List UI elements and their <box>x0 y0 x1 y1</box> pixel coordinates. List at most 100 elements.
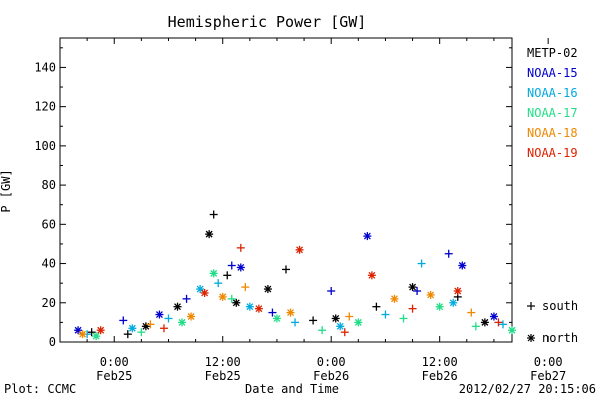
data-point-north <box>245 302 254 311</box>
data-point-north <box>236 263 245 272</box>
data-point-north <box>367 271 376 280</box>
symbol-key-label: south <box>542 299 578 313</box>
x-tick-time-label: 0:00 <box>317 355 346 369</box>
data-point-north <box>336 322 345 331</box>
data-point-north <box>480 318 489 327</box>
x-tick-time-label: 12:00 <box>205 355 241 369</box>
data-point-south <box>498 320 507 329</box>
x-tick-date-label: Feb25 <box>205 369 241 383</box>
symbol-key-label: north <box>542 331 578 345</box>
data-point-north <box>489 312 498 321</box>
y-tick-label: 140 <box>34 60 56 74</box>
data-point-north <box>205 230 214 239</box>
north-symbol-icon <box>527 334 535 342</box>
y-axis-label: P [GW] <box>0 169 13 212</box>
data-point-south <box>282 265 290 274</box>
data-point-north <box>426 290 435 299</box>
data-point-north <box>408 283 417 292</box>
data-point-north <box>232 298 241 307</box>
data-point-south <box>467 308 476 317</box>
data-point-north <box>390 294 399 303</box>
data-point-south <box>223 271 232 280</box>
data-point-north <box>263 285 272 294</box>
data-point-north <box>363 232 372 241</box>
data-point-north <box>449 298 458 307</box>
y-tick-label: 20 <box>42 296 56 310</box>
chart-title: Hemispheric Power [GW] <box>168 13 367 31</box>
data-point-south <box>381 310 390 319</box>
data-point-north <box>453 287 462 296</box>
legend-entry: NOAA-19 <box>527 146 578 160</box>
data-point-south <box>227 294 236 303</box>
data-point-south <box>372 302 381 311</box>
data-point-south <box>87 328 96 337</box>
legend-entry: NOAA-15 <box>527 66 578 80</box>
data-point-south <box>159 324 168 333</box>
data-point-south <box>340 328 349 337</box>
data-point-south <box>444 249 453 258</box>
data-point-north <box>286 308 295 317</box>
data-point-north <box>218 292 227 301</box>
data-point-south <box>209 210 218 219</box>
x-tick-time-label: 12:00 <box>422 355 458 369</box>
plot-credit: Plot: CCMC <box>4 382 76 396</box>
data-point-north <box>173 302 182 311</box>
data-point-north <box>155 310 164 319</box>
legend-entry: NOAA-17 <box>527 106 578 120</box>
data-point-north <box>295 245 304 254</box>
data-point-north <box>209 269 218 278</box>
data-point-south <box>345 312 354 321</box>
y-tick-label: 120 <box>34 100 56 114</box>
data-point-north <box>508 326 516 335</box>
data-point-north <box>331 314 340 323</box>
y-tick-label: 40 <box>42 257 56 271</box>
data-point-north <box>200 288 209 297</box>
data-point-north <box>354 318 363 327</box>
hemisphere-symbol-key: south north <box>527 299 578 345</box>
plot-area-frame <box>59 37 513 343</box>
legend-entry: METP-02 <box>527 46 578 60</box>
data-point-south <box>182 294 191 303</box>
data-point-north <box>458 261 467 270</box>
data-point-south <box>164 314 173 323</box>
south-symbol-icon <box>527 302 535 310</box>
y-tick-label: 80 <box>42 178 56 192</box>
y-tick-label: 60 <box>42 217 56 231</box>
timestamp: 2012/02/27 20:15:06 <box>459 382 596 396</box>
data-point-north <box>141 322 150 331</box>
data-point-south <box>241 283 250 292</box>
data-point-south <box>408 304 417 313</box>
data-point-north <box>254 304 263 313</box>
legend: METP-02 NOAA-15 NOAA-16 NOAA-17 NOAA-18 NOAA-… <box>527 46 578 160</box>
data-point-south <box>268 308 277 317</box>
data-point-north <box>435 302 444 311</box>
x-tick-date-label: Feb26 <box>313 369 349 383</box>
data-point-south <box>309 316 318 325</box>
data-point-north <box>272 314 281 323</box>
data-point-south <box>227 261 236 270</box>
x-tick-time-label: 0:00 <box>534 355 563 369</box>
data-point-south <box>327 287 336 296</box>
y-tick-label: 0 <box>49 335 56 349</box>
data-point-south <box>291 318 300 327</box>
x-tick-date-label: Feb26 <box>422 369 458 383</box>
data-point-south <box>214 279 223 288</box>
data-marks <box>74 210 516 341</box>
data-point-north <box>128 324 137 333</box>
y-tick-label: 100 <box>34 139 56 153</box>
x-tick-date-label: Feb25 <box>96 369 132 383</box>
data-point-south <box>137 328 146 337</box>
data-point-north <box>187 312 196 321</box>
data-point-north <box>178 318 187 327</box>
data-point-south <box>119 316 128 325</box>
data-point-north <box>78 330 87 339</box>
x-tick-time-label: 0:00 <box>100 355 129 369</box>
data-point-south <box>471 322 480 331</box>
data-point-south <box>417 259 426 268</box>
axes: 0204060801001201400:00Feb2512:00Feb250:0… <box>34 38 566 383</box>
data-point-south <box>146 320 155 329</box>
data-point-south <box>399 314 408 323</box>
data-point-south <box>236 243 245 252</box>
data-point-north <box>96 326 105 335</box>
